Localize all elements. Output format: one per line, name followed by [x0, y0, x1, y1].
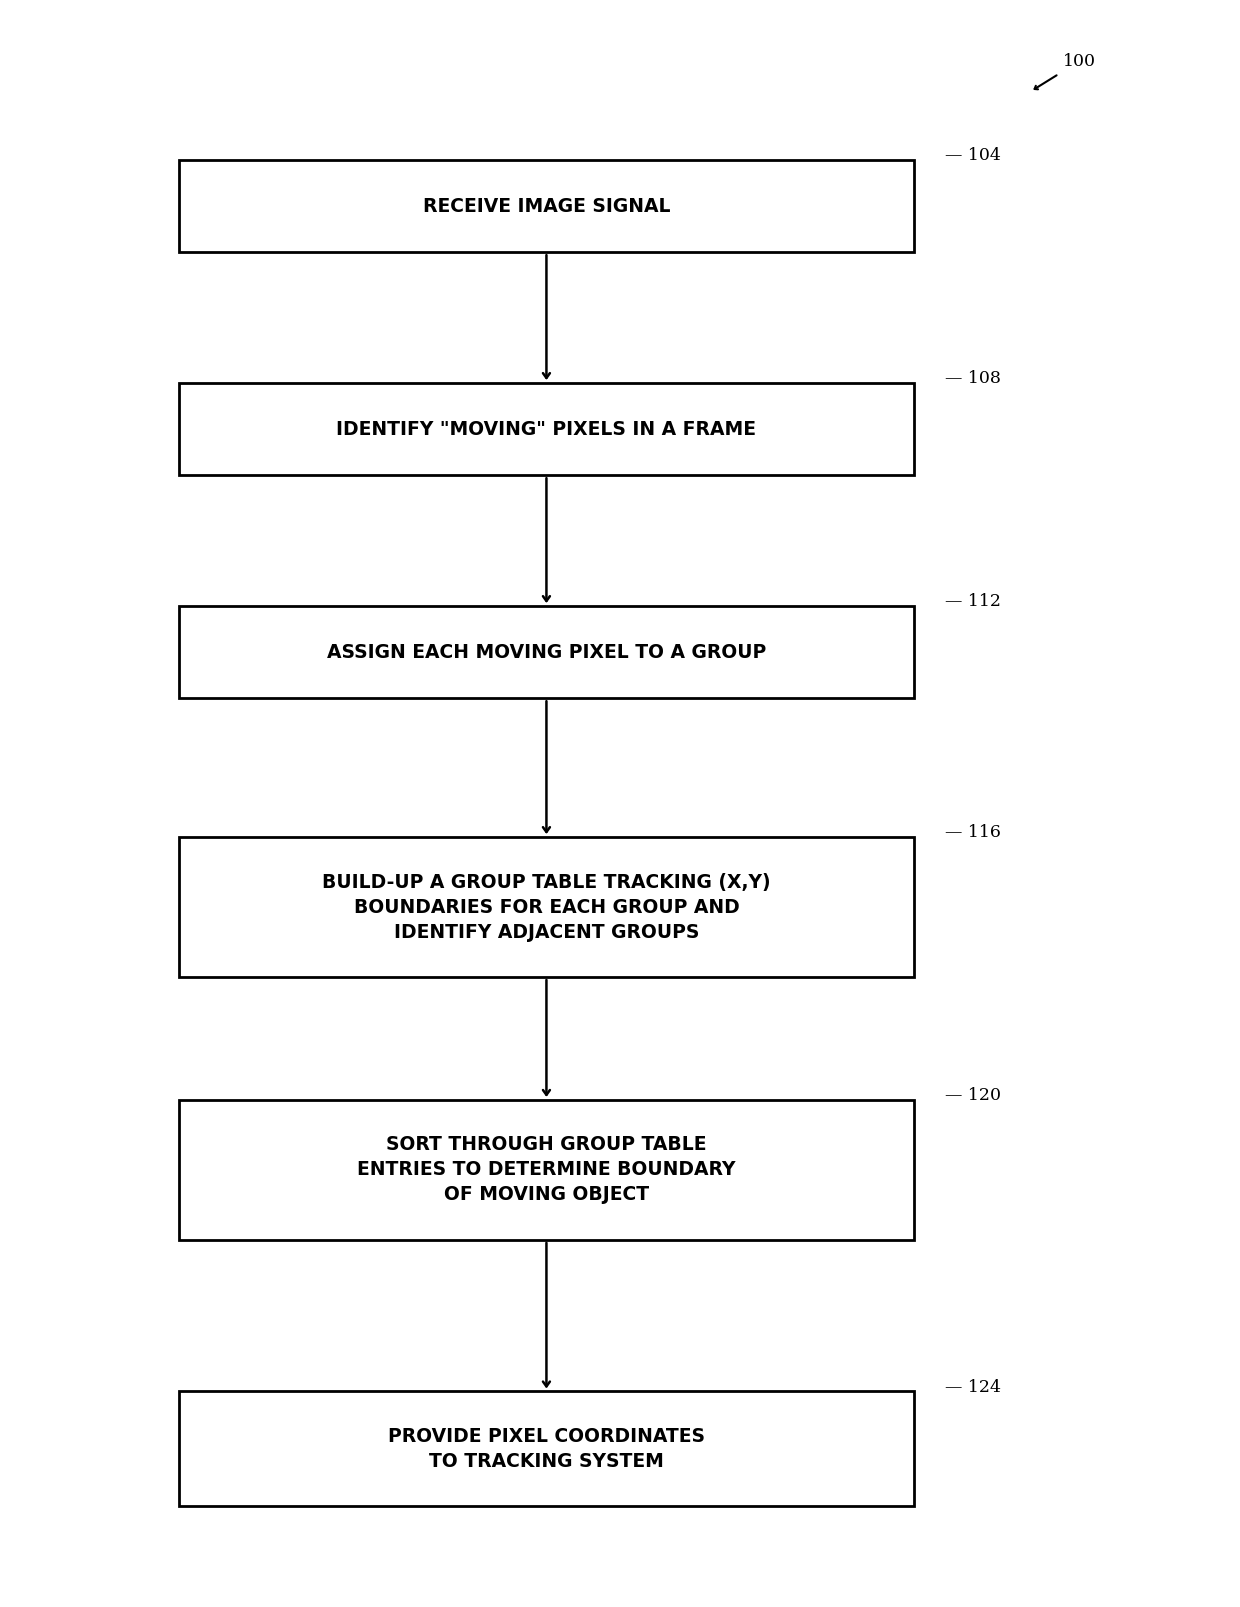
Text: 100: 100: [1063, 53, 1096, 69]
Text: — 104: — 104: [945, 148, 1001, 164]
Bar: [179, 159, 914, 252]
Text: — 120: — 120: [945, 1086, 1001, 1104]
Bar: [179, 1099, 914, 1241]
Text: SORT THROUGH GROUP TABLE
ENTRIES TO DETERMINE BOUNDARY
OF MOVING OBJECT: SORT THROUGH GROUP TABLE ENTRIES TO DETE…: [357, 1136, 735, 1204]
Text: — 116: — 116: [945, 824, 1001, 840]
Text: RECEIVE IMAGE SIGNAL: RECEIVE IMAGE SIGNAL: [423, 196, 670, 215]
Text: PROVIDE PIXEL COORDINATES
TO TRACKING SYSTEM: PROVIDE PIXEL COORDINATES TO TRACKING SY…: [388, 1427, 704, 1470]
Text: — 112: — 112: [945, 593, 1001, 611]
Text: — 124: — 124: [945, 1379, 1001, 1395]
Bar: [179, 1392, 914, 1506]
Bar: [179, 382, 914, 476]
Text: — 108: — 108: [945, 370, 1001, 387]
Text: ASSIGN EACH MOVING PIXEL TO A GROUP: ASSIGN EACH MOVING PIXEL TO A GROUP: [327, 643, 766, 662]
Bar: [179, 606, 914, 699]
Bar: [179, 837, 914, 977]
Text: BUILD-UP A GROUP TABLE TRACKING (X,Y)
BOUNDARIES FOR EACH GROUP AND
IDENTIFY ADJ: BUILD-UP A GROUP TABLE TRACKING (X,Y) BO…: [322, 873, 771, 942]
Text: IDENTIFY "MOVING" PIXELS IN A FRAME: IDENTIFY "MOVING" PIXELS IN A FRAME: [336, 419, 756, 439]
